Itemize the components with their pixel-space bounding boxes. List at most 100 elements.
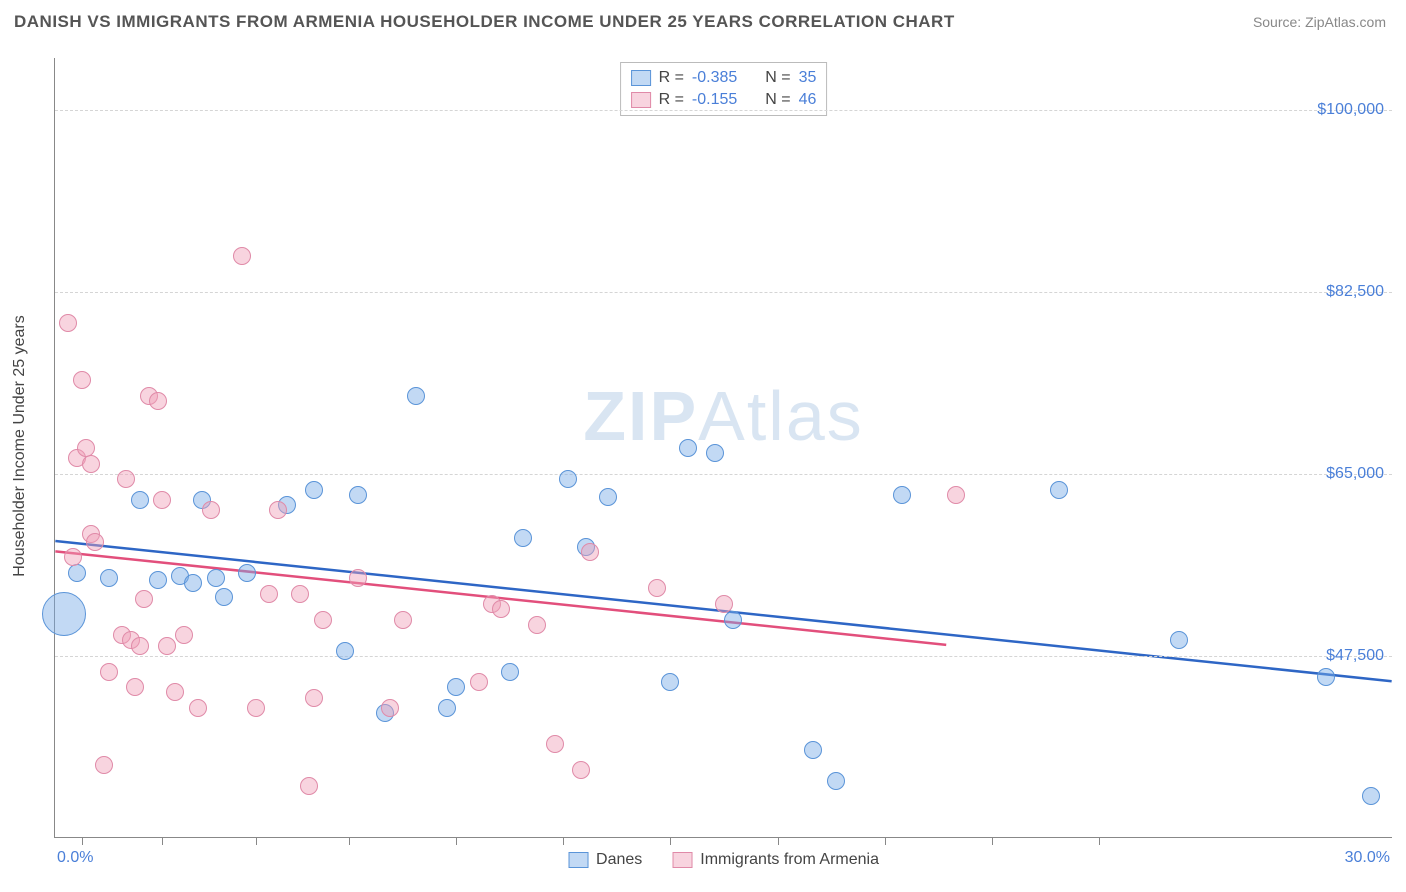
data-point-danes xyxy=(514,529,532,547)
chart-header: DANISH VS IMMIGRANTS FROM ARMENIA HOUSEH… xyxy=(0,0,1406,36)
y-tick-label: $65,000 xyxy=(1326,465,1384,483)
correlation-legend: R = -0.385 N = 35 R = -0.155 N = 46 xyxy=(620,62,828,116)
y-axis-title: Householder Income Under 25 years xyxy=(11,315,29,576)
swatch-armenia xyxy=(631,92,651,108)
data-point-armenia xyxy=(314,611,332,629)
data-point-armenia xyxy=(648,579,666,597)
legend-row-danes: R = -0.385 N = 35 xyxy=(631,67,817,89)
data-point-danes xyxy=(207,569,225,587)
data-point-armenia xyxy=(349,569,367,587)
gridline xyxy=(55,292,1392,293)
data-point-danes xyxy=(131,491,149,509)
chart-title: DANISH VS IMMIGRANTS FROM ARMENIA HOUSEH… xyxy=(14,12,955,32)
x-tick xyxy=(563,837,564,845)
data-point-armenia xyxy=(394,611,412,629)
data-point-armenia xyxy=(233,247,251,265)
trend-lines xyxy=(55,58,1392,837)
data-point-armenia xyxy=(269,501,287,519)
data-point-armenia xyxy=(117,470,135,488)
data-point-danes xyxy=(349,486,367,504)
x-tick xyxy=(162,837,163,845)
data-point-danes xyxy=(599,488,617,506)
data-point-armenia xyxy=(470,673,488,691)
data-point-armenia xyxy=(64,548,82,566)
x-tick xyxy=(256,837,257,845)
x-axis-max-label: 30.0% xyxy=(1345,849,1390,867)
data-point-armenia xyxy=(247,699,265,717)
data-point-danes xyxy=(68,564,86,582)
data-point-danes xyxy=(215,588,233,606)
data-point-danes xyxy=(407,387,425,405)
chart-source: Source: ZipAtlas.com xyxy=(1253,14,1386,30)
data-point-danes xyxy=(706,444,724,462)
data-point-armenia xyxy=(300,777,318,795)
data-point-danes xyxy=(447,678,465,696)
data-point-armenia xyxy=(59,314,77,332)
data-point-armenia xyxy=(305,689,323,707)
swatch-danes xyxy=(631,70,651,86)
x-axis-min-label: 0.0% xyxy=(57,849,93,867)
data-point-armenia xyxy=(189,699,207,717)
data-point-armenia xyxy=(95,756,113,774)
data-point-armenia xyxy=(158,637,176,655)
x-tick xyxy=(456,837,457,845)
x-tick xyxy=(349,837,350,845)
series-legend: Danes Immigrants from Armenia xyxy=(568,851,879,869)
x-tick xyxy=(670,837,671,845)
data-point-danes xyxy=(42,592,86,636)
data-point-armenia xyxy=(492,600,510,618)
data-point-danes xyxy=(679,439,697,457)
data-point-armenia xyxy=(202,501,220,519)
data-point-armenia xyxy=(82,455,100,473)
x-tick xyxy=(778,837,779,845)
data-point-danes xyxy=(184,574,202,592)
data-point-danes xyxy=(336,642,354,660)
x-tick xyxy=(1099,837,1100,845)
legend-row-armenia: R = -0.155 N = 46 xyxy=(631,89,817,111)
data-point-armenia xyxy=(73,371,91,389)
data-point-danes xyxy=(438,699,456,717)
data-point-armenia xyxy=(153,491,171,509)
data-point-armenia xyxy=(291,585,309,603)
data-point-danes xyxy=(149,571,167,589)
data-point-armenia xyxy=(149,392,167,410)
data-point-armenia xyxy=(715,595,733,613)
data-point-armenia xyxy=(126,678,144,696)
data-point-armenia xyxy=(131,637,149,655)
watermark: ZIPAtlas xyxy=(583,376,864,456)
gridline xyxy=(55,474,1392,475)
data-point-armenia xyxy=(175,626,193,644)
data-point-armenia xyxy=(135,590,153,608)
data-point-armenia xyxy=(546,735,564,753)
data-point-danes xyxy=(501,663,519,681)
data-point-danes xyxy=(238,564,256,582)
data-point-danes xyxy=(893,486,911,504)
legend-item-armenia: Immigrants from Armenia xyxy=(672,851,879,869)
data-point-armenia xyxy=(581,543,599,561)
data-point-armenia xyxy=(86,533,104,551)
data-point-armenia xyxy=(166,683,184,701)
y-tick-label: $82,500 xyxy=(1326,283,1384,301)
swatch-armenia xyxy=(672,852,692,868)
data-point-danes xyxy=(1170,631,1188,649)
data-point-danes xyxy=(559,470,577,488)
scatter-chart: ZIPAtlas R = -0.385 N = 35 R = -0.155 N … xyxy=(54,58,1392,838)
data-point-armenia xyxy=(381,699,399,717)
y-tick-label: $47,500 xyxy=(1326,647,1384,665)
data-point-danes xyxy=(1317,668,1335,686)
data-point-armenia xyxy=(528,616,546,634)
gridline xyxy=(55,110,1392,111)
data-point-danes xyxy=(100,569,118,587)
gridline xyxy=(55,656,1392,657)
data-point-armenia xyxy=(947,486,965,504)
data-point-danes xyxy=(661,673,679,691)
x-tick xyxy=(885,837,886,845)
data-point-danes xyxy=(827,772,845,790)
data-point-armenia xyxy=(260,585,278,603)
data-point-danes xyxy=(305,481,323,499)
data-point-armenia xyxy=(100,663,118,681)
data-point-danes xyxy=(804,741,822,759)
data-point-danes xyxy=(1050,481,1068,499)
x-tick xyxy=(992,837,993,845)
swatch-danes xyxy=(568,852,588,868)
